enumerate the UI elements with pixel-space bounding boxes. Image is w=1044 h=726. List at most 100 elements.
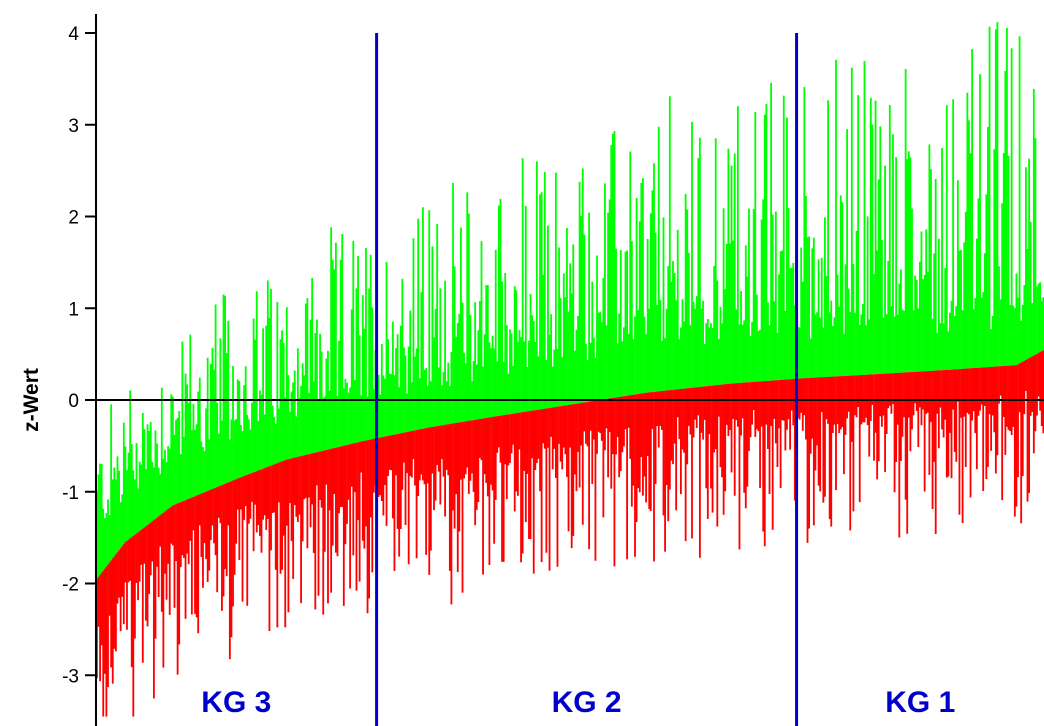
lower-whisker-bar <box>934 370 937 534</box>
upper-whisker-bar <box>224 295 227 484</box>
upper-whisker-bar <box>735 309 738 384</box>
lower-whisker-bar <box>428 427 431 575</box>
upper-whisker-bar <box>393 375 396 435</box>
lower-whisker-bar <box>184 500 187 619</box>
upper-whisker-bar <box>703 343 706 387</box>
lower-whisker-bar <box>751 382 754 425</box>
upper-whisker-bar <box>240 424 242 478</box>
upper-whisker-bar <box>1036 286 1038 354</box>
lower-whisker-bar <box>274 463 277 570</box>
lower-whisker-bar <box>255 471 258 533</box>
upper-whisker-bar <box>282 342 285 461</box>
lower-whisker-bar <box>170 506 173 544</box>
lower-whisker-bar <box>260 469 263 553</box>
upper-whisker-bar <box>499 198 502 416</box>
upper-whisker-bar <box>752 208 755 382</box>
lower-whisker-bar <box>333 448 336 494</box>
upper-whisker-bar <box>126 470 128 541</box>
lower-whisker-bar <box>703 386 706 420</box>
lower-whisker-bar <box>372 438 375 493</box>
upper-whisker-bar <box>254 339 257 472</box>
upper-whisker-bar <box>564 297 567 406</box>
lower-whisker-bar <box>757 381 760 432</box>
lower-whisker-bar <box>417 429 420 497</box>
lower-whisker-bar <box>618 397 621 478</box>
upper-whisker-bar <box>357 256 359 443</box>
upper-whisker-bar <box>415 348 418 431</box>
lower-whisker-bar <box>431 426 434 474</box>
upper-whisker-bar <box>331 259 334 449</box>
upper-whisker-bar <box>767 302 769 381</box>
lower-whisker-bar <box>499 415 502 463</box>
upper-whisker-bar <box>763 114 766 382</box>
lower-whisker-bar <box>352 443 355 556</box>
lower-whisker-bar <box>353 443 356 493</box>
lower-whisker-bar <box>102 570 105 717</box>
lower-whisker-bar <box>854 375 856 416</box>
upper-whisker-bar <box>722 208 725 385</box>
lower-whisker-bar <box>295 457 298 517</box>
lower-whisker-bar <box>822 377 825 503</box>
upper-whisker-bar <box>322 397 325 451</box>
lower-whisker-bar <box>888 373 891 406</box>
lower-whisker-bar <box>820 377 823 413</box>
lower-whisker-bar <box>206 491 209 582</box>
upper-whisker-bar <box>950 300 953 370</box>
lower-whisker-bar <box>284 460 287 628</box>
lower-whisker-bar <box>694 387 697 420</box>
upper-whisker-bar <box>999 299 1002 367</box>
upper-whisker-bar <box>966 92 969 369</box>
upper-whisker-bar <box>339 259 342 447</box>
upper-whisker-bar <box>778 274 780 381</box>
upper-whisker-bar <box>694 308 697 388</box>
upper-whisker-bar <box>985 194 988 368</box>
lower-whisker-bar <box>754 381 757 437</box>
upper-whisker-bar <box>558 247 560 407</box>
upper-whisker-bar <box>167 446 170 510</box>
upper-whisker-bar <box>439 288 442 426</box>
upper-whisker-bar <box>483 334 486 419</box>
lower-whisker-bar <box>300 456 302 604</box>
lower-whisker-bar <box>535 409 538 463</box>
lower-whisker-bar <box>390 435 393 471</box>
lower-whisker-bar <box>562 405 565 448</box>
lower-whisker-bar <box>907 372 910 418</box>
upper-whisker-bar <box>346 382 348 446</box>
lower-whisker-bar <box>662 390 665 516</box>
lower-whisker-bar <box>434 426 437 501</box>
upper-whisker-bar <box>836 274 839 377</box>
upper-whisker-bar <box>656 304 659 392</box>
lower-whisker-bar <box>148 523 151 594</box>
lower-whisker-bar <box>160 513 163 612</box>
lower-whisker-bar <box>558 406 560 444</box>
upper-whisker-bar <box>581 168 584 403</box>
lower-whisker-bar <box>133 534 136 639</box>
upper-whisker-bar <box>118 470 120 551</box>
upper-whisker-bar <box>246 414 249 475</box>
lower-whisker-bar <box>611 397 614 455</box>
lower-whisker-bar <box>778 380 780 429</box>
y-tick-label: 1 <box>68 299 79 320</box>
lower-whisker-bar <box>637 394 640 488</box>
y-tick-label: -1 <box>62 483 79 504</box>
lower-whisker-bar <box>679 388 682 495</box>
lower-whisker-bar <box>952 369 955 410</box>
lower-whisker-bar <box>1040 351 1043 427</box>
lower-whisker-bar <box>270 465 272 551</box>
upper-whisker-bar <box>124 446 127 543</box>
lower-whisker-bar <box>619 396 622 472</box>
upper-whisker-bar <box>732 240 735 384</box>
upper-whisker-bar <box>661 340 663 392</box>
upper-whisker-bar <box>516 341 519 413</box>
upper-whisker-bar <box>474 302 477 420</box>
lower-whisker-bar <box>1032 355 1035 454</box>
lower-whisker-bar <box>187 498 190 565</box>
lower-whisker-bar <box>363 440 366 549</box>
lower-whisker-bar <box>779 379 782 488</box>
upper-whisker-bar <box>613 131 616 398</box>
upper-whisker-bar <box>455 336 458 423</box>
upper-whisker-bar <box>586 359 589 402</box>
lower-whisker-bar <box>1023 360 1026 415</box>
upper-whisker-bar <box>390 374 393 436</box>
lower-whisker-bar <box>296 456 299 522</box>
